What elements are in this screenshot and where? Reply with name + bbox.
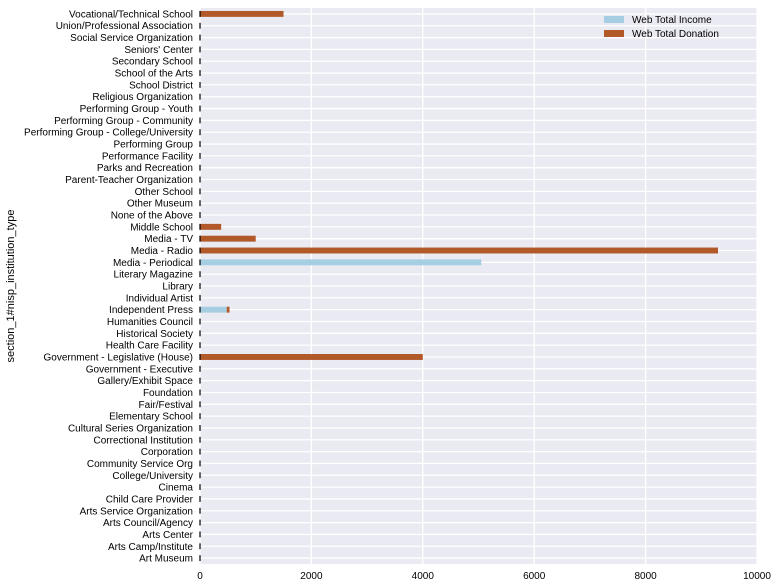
y-tick-label: Arts Camp/Institute bbox=[108, 542, 193, 553]
y-tick-label: Parks and Recreation bbox=[97, 163, 193, 174]
bar-income bbox=[200, 259, 482, 266]
y-tick-label: Other School bbox=[135, 187, 193, 198]
y-tick-label: Community Service Org bbox=[87, 459, 193, 470]
y-tick-label: Arts Center bbox=[142, 530, 193, 541]
y-tick-label: Historical Society bbox=[116, 329, 193, 340]
y-axis-label: section_1#nisp_institution_type bbox=[5, 210, 17, 363]
y-tick-label: Arts Council/Agency bbox=[103, 518, 193, 529]
y-tick-label: Government - Legislative (House) bbox=[43, 352, 193, 363]
bar-donation bbox=[200, 235, 256, 242]
y-tick-label: School of the Arts bbox=[115, 69, 193, 80]
gridlines bbox=[199, 8, 758, 564]
bar-donation bbox=[200, 10, 284, 17]
y-tick-label: None of the Above bbox=[111, 211, 194, 222]
y-tick-label: Fair/Festival bbox=[139, 400, 193, 411]
y-tick-label: Child Care Provider bbox=[106, 494, 194, 505]
legend-label: Web Total Donation bbox=[632, 29, 719, 40]
bars bbox=[199, 10, 719, 562]
x-tick-label: 2000 bbox=[300, 571, 323, 582]
y-tick-label: Social Service Organization bbox=[70, 33, 193, 44]
y-tick-label: Performance Facility bbox=[102, 151, 193, 162]
y-tick-label: Union/Professional Association bbox=[56, 21, 193, 32]
bar-income bbox=[200, 306, 227, 313]
y-tick-label: Secondary School bbox=[112, 57, 193, 68]
y-tick-label: Cultural Series Organization bbox=[68, 423, 193, 434]
legend-swatch bbox=[604, 30, 624, 37]
y-tick-label: Performing Group - Community bbox=[54, 116, 193, 127]
y-tick-label: Government - Executive bbox=[86, 364, 194, 375]
y-tick-label: Performing Group - College/University bbox=[24, 128, 193, 139]
y-tick-label: Humanities Council bbox=[107, 317, 193, 328]
y-tick-label: Art Museum bbox=[139, 554, 193, 565]
legend-label: Web Total Income bbox=[632, 15, 712, 26]
y-tick-label: Foundation bbox=[143, 388, 193, 399]
y-tick-label: Cinema bbox=[159, 483, 194, 494]
y-tick-label: School District bbox=[129, 80, 193, 91]
y-tick-label: Gallery/Exhibit Space bbox=[97, 376, 193, 387]
y-tick-label: Library bbox=[162, 282, 193, 293]
x-tick-label: 8000 bbox=[634, 571, 657, 582]
x-tick-labels: 0 2000 4000 6000 8000 10000 bbox=[197, 571, 771, 582]
y-tick-label: Media - Radio bbox=[131, 246, 194, 257]
legend-swatch bbox=[604, 16, 624, 23]
y-tick-label: Religious Organization bbox=[92, 92, 193, 103]
bar-donation bbox=[200, 247, 719, 254]
y-tick-label: Individual Artist bbox=[126, 293, 193, 304]
y-tick-label: Media - Periodical bbox=[113, 258, 193, 269]
y-tick-label: Parent-Teacher Organization bbox=[65, 175, 193, 186]
y-tick-label: Independent Press bbox=[109, 305, 193, 316]
x-tick-label: 10000 bbox=[743, 571, 771, 582]
y-tick-label: Other Museum bbox=[127, 199, 193, 210]
y-tick-label: College/University bbox=[112, 471, 193, 482]
x-tick-label: 4000 bbox=[412, 571, 435, 582]
x-tick-label: 6000 bbox=[523, 571, 546, 582]
y-tick-label: Performing Group - Youth bbox=[80, 104, 193, 115]
y-tick-label: Performing Group bbox=[114, 140, 194, 151]
y-tick-label: Corporation bbox=[141, 447, 193, 458]
y-tick-label: Elementary School bbox=[109, 412, 193, 423]
bar-donation bbox=[200, 223, 222, 230]
legend: Web Total Income Web Total Donation bbox=[604, 15, 719, 40]
y-tick-label: Literary Magazine bbox=[114, 270, 194, 281]
bar-donation bbox=[200, 354, 423, 360]
y-tick-label: Correctional Institution bbox=[94, 435, 194, 446]
y-tick-label: Media - TV bbox=[144, 234, 193, 245]
y-tick-label: Arts Service Organization bbox=[80, 506, 193, 517]
bar-donation bbox=[226, 306, 230, 313]
y-tick-label: Middle School bbox=[130, 222, 193, 233]
x-tick-label: 0 bbox=[197, 571, 203, 582]
y-tick-label: Vocational/Technical School bbox=[69, 9, 193, 20]
y-tick-label: Health Care Facility bbox=[106, 341, 193, 352]
y-tick-label: Seniors' Center bbox=[124, 45, 193, 56]
